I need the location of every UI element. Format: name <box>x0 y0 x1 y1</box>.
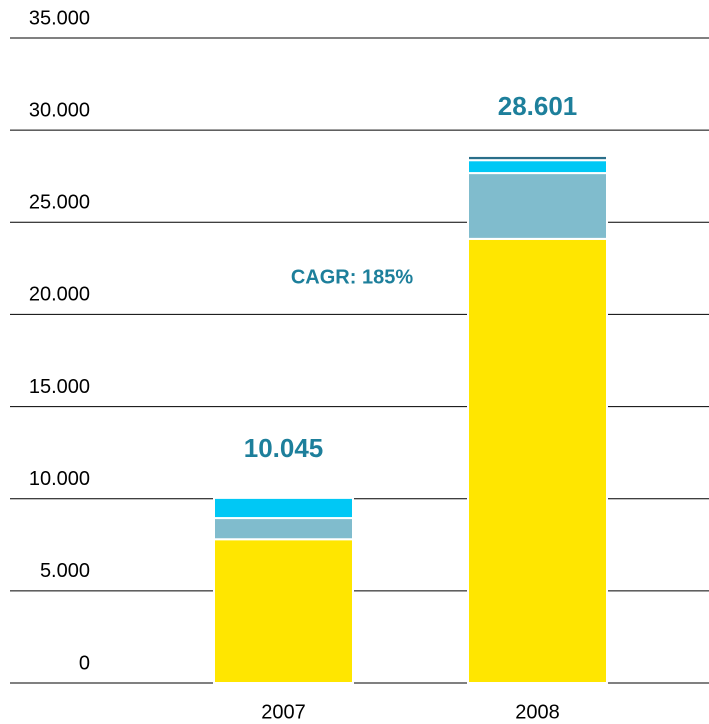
annotation: CAGR: 185% <box>291 266 413 288</box>
bar-segment <box>213 496 354 520</box>
bars <box>213 154 608 684</box>
grid <box>10 37 709 684</box>
x-tick-label: 2008 <box>515 701 560 723</box>
bar-segment <box>213 517 354 541</box>
y-tick-label: 10.000 <box>29 468 90 490</box>
y-tick-label: 30.000 <box>29 99 90 121</box>
y-tick-label: 35.000 <box>29 7 90 29</box>
y-tick-label: 5.000 <box>40 560 90 582</box>
y-tick-label: 0 <box>79 652 90 674</box>
bar-segment <box>467 237 608 684</box>
bar-segment <box>467 154 608 162</box>
total-label: 10.045 <box>244 433 324 463</box>
x-tick-label: 2007 <box>261 701 306 723</box>
bar-segment <box>467 172 608 240</box>
bar-segment <box>213 538 354 684</box>
bar-segment <box>467 159 608 175</box>
y-tick-label: 15.000 <box>29 376 90 398</box>
y-tick-label: 20.000 <box>29 284 90 306</box>
y-tick-label: 25.000 <box>29 192 90 214</box>
total-label: 28.601 <box>498 91 578 121</box>
